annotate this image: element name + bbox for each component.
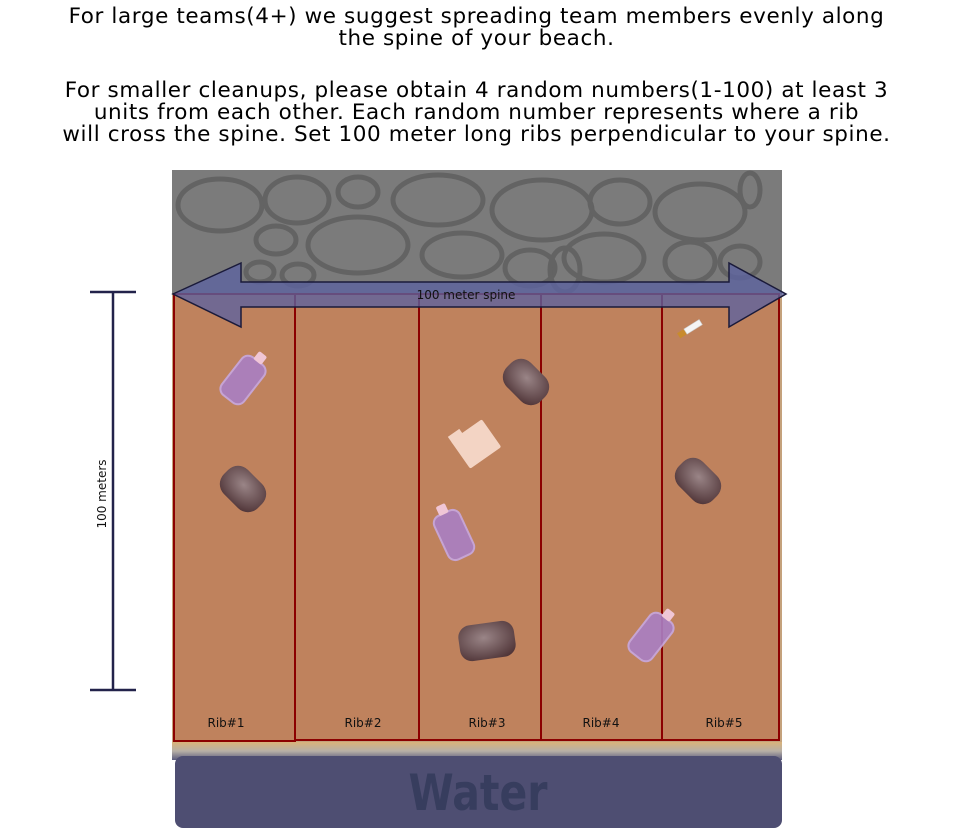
- paper-bag-icon: [447, 419, 501, 469]
- rib-4-zone: [540, 293, 663, 741]
- cigarette-icon: [677, 319, 703, 339]
- bottle-icon: [432, 503, 476, 562]
- rib-label: Rib#4: [583, 716, 620, 730]
- rocky-area: [172, 170, 782, 295]
- height-measure: [90, 290, 136, 692]
- rock-icon: [674, 457, 722, 505]
- rib-label: Rib#1: [208, 716, 245, 730]
- rib-label: Rib#2: [345, 716, 382, 730]
- height-label: 100 meters: [95, 459, 109, 528]
- intro-line: units from each other. Each random numbe…: [93, 100, 860, 125]
- spine-label: 100 meter spine: [417, 288, 516, 302]
- intro-line: For large teams(4+) we suggest spreading…: [68, 4, 885, 29]
- rock-icon: [219, 465, 267, 513]
- rib-labels: Rib#1 Rib#2 Rib#3 Rib#4 Rib#5: [208, 716, 743, 730]
- rock-icon: [458, 620, 516, 662]
- rib-1-zone: [173, 293, 296, 742]
- water-label: Water: [408, 764, 547, 822]
- rib-label: Rib#3: [469, 716, 506, 730]
- water-area: Water: [172, 742, 782, 828]
- rib-2-zone: [294, 293, 420, 741]
- intro-line: For smaller cleanups, please obtain 4 ra…: [64, 78, 889, 103]
- bottle-icon: [627, 608, 675, 663]
- intro-paragraph-random-ribs: For smaller cleanups, please obtain 4 ra…: [0, 80, 953, 146]
- intro-line: will cross the spine. Set 100 meter long…: [62, 122, 891, 147]
- rib-label: Rib#5: [706, 716, 743, 730]
- sand-area: [172, 293, 782, 742]
- intro-line: the spine of your beach.: [338, 26, 615, 51]
- bottle-icon: [219, 351, 267, 406]
- rib-5-zone: [661, 293, 780, 741]
- rock-icon: [502, 358, 550, 406]
- spine-arrow: 100 meter spine: [171, 261, 788, 329]
- intro-paragraph-spread-team: For large teams(4+) we suggest spreading…: [0, 6, 953, 50]
